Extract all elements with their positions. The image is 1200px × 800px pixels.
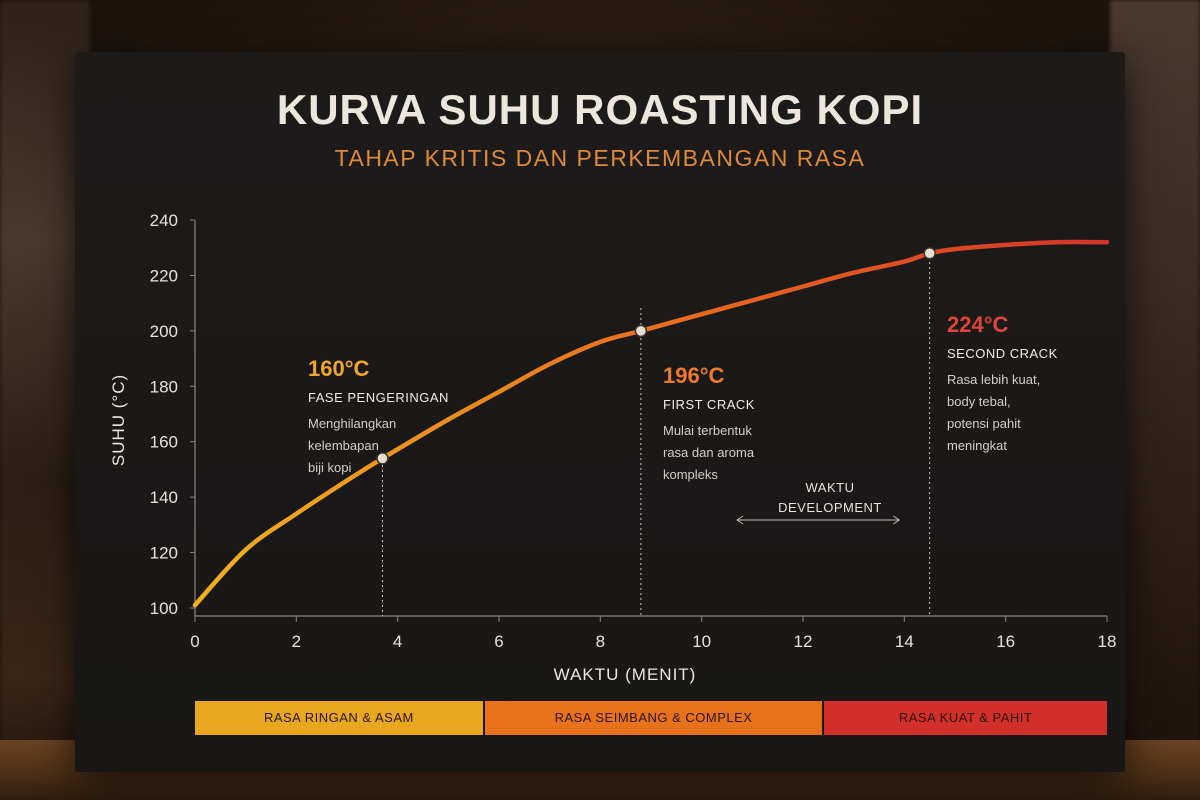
y-tick-label: 100: [150, 599, 178, 618]
annotation-first-crack-desc: Mulai terbentuk rasa dan aroma kompleks: [663, 420, 755, 486]
background-right-blur: [1110, 0, 1200, 800]
annotation-guides: [381, 252, 931, 616]
x-tick-label: 6: [494, 632, 503, 651]
chart-board: [75, 52, 1125, 772]
annotation-first-crack-desc-line: kompleks: [663, 467, 718, 482]
y-ticks: 100 120 140 160 180 200 220 240: [150, 211, 195, 618]
flavor-band-balanced: RASA SEIMBANG & COMPLEX: [484, 701, 823, 735]
annotation-second-crack-desc-line: potensi pahit: [947, 416, 1021, 431]
annotation-drying-temp: 160°C: [308, 356, 370, 381]
annotation-point: [376, 452, 389, 465]
x-tick-label: 4: [393, 632, 402, 651]
chart-subtitle: TAHAP KRITIS DAN PERKEMBANGAN RASA: [334, 145, 866, 171]
x-tick-label: 8: [596, 632, 605, 651]
y-tick-label: 220: [150, 266, 178, 285]
y-tick-label: 160: [150, 433, 178, 452]
annotation-first-crack-name: FIRST CRACK: [663, 397, 755, 412]
development-arrow-head: [893, 515, 901, 525]
annotation-first-crack-temp: 196°C: [663, 363, 725, 388]
x-ticks: 0 2 4 6 8 10 12 14 16 18: [190, 616, 1116, 651]
annotation-first-crack-desc-line: Mulai terbentuk: [663, 423, 752, 438]
annotation-point: [923, 247, 936, 260]
annotation-second-crack-desc: Rasa lebih kuat, body tebal, potensi pah…: [947, 369, 1058, 457]
development-arrow-head: [736, 515, 744, 525]
annotation-second-crack: 224°C SECOND CRACK Rasa lebih kuat, body…: [947, 312, 1058, 457]
annotation-second-crack-temp: 224°C: [947, 312, 1009, 337]
x-tick-label: 18: [1098, 632, 1117, 651]
annotation-second-crack-desc-line: body tebal,: [947, 394, 1011, 409]
y-tick-label: 240: [150, 211, 178, 230]
flavor-band-light: RASA RINGAN & ASAM: [195, 701, 483, 735]
y-tick-label: 140: [150, 488, 178, 507]
annotation-second-crack-name: SECOND CRACK: [947, 346, 1058, 361]
development-label: WAKTU DEVELOPMENT: [760, 478, 900, 518]
x-tick-label: 12: [794, 632, 813, 651]
annotation-drying-desc-line: kelembapan: [308, 438, 379, 453]
axes: [194, 220, 1107, 617]
x-tick-label: 14: [895, 632, 914, 651]
x-tick-label: 10: [692, 632, 711, 651]
annotation-points: [376, 247, 936, 465]
annotation-second-crack-desc-line: meningkat: [947, 438, 1007, 453]
x-tick-label: 0: [190, 632, 199, 651]
development-label-line: WAKTU: [805, 480, 855, 495]
x-tick-label: 16: [996, 632, 1015, 651]
y-tick-label: 180: [150, 377, 178, 396]
x-axis-title: WAKTU (MENIT): [554, 665, 697, 684]
y-tick-label: 120: [150, 544, 178, 563]
flavor-band-strong: RASA KUAT & PAHIT: [824, 701, 1107, 735]
x-tick-label: 2: [292, 632, 301, 651]
annotation-first-crack-desc-line: rasa dan aroma: [663, 445, 755, 460]
development-label-line: DEVELOPMENT: [778, 500, 882, 515]
annotation-drying: 160°C FASE PENGERINGAN Menghilangkan kel…: [308, 356, 449, 479]
temperature-curve: [192, 239, 1110, 608]
y-tick-label: 200: [150, 322, 178, 341]
annotation-drying-desc-line: Menghilangkan: [308, 416, 397, 431]
development-arrow: [736, 515, 901, 525]
y-axis-title: SUHU (°C): [109, 374, 128, 466]
annotation-drying-name: FASE PENGERINGAN: [308, 390, 449, 405]
annotation-drying-desc-line: biji kopi: [308, 460, 352, 475]
annotation-first-crack: 196°C FIRST CRACK Mulai terbentuk rasa d…: [663, 363, 755, 486]
annotation-drying-desc: Menghilangkan kelembapan biji kopi: [308, 413, 449, 479]
annotation-point: [634, 324, 648, 338]
chart-title: KURVA SUHU ROASTING KOPI: [276, 86, 924, 133]
annotation-second-crack-desc-line: Rasa lebih kuat,: [947, 372, 1041, 387]
